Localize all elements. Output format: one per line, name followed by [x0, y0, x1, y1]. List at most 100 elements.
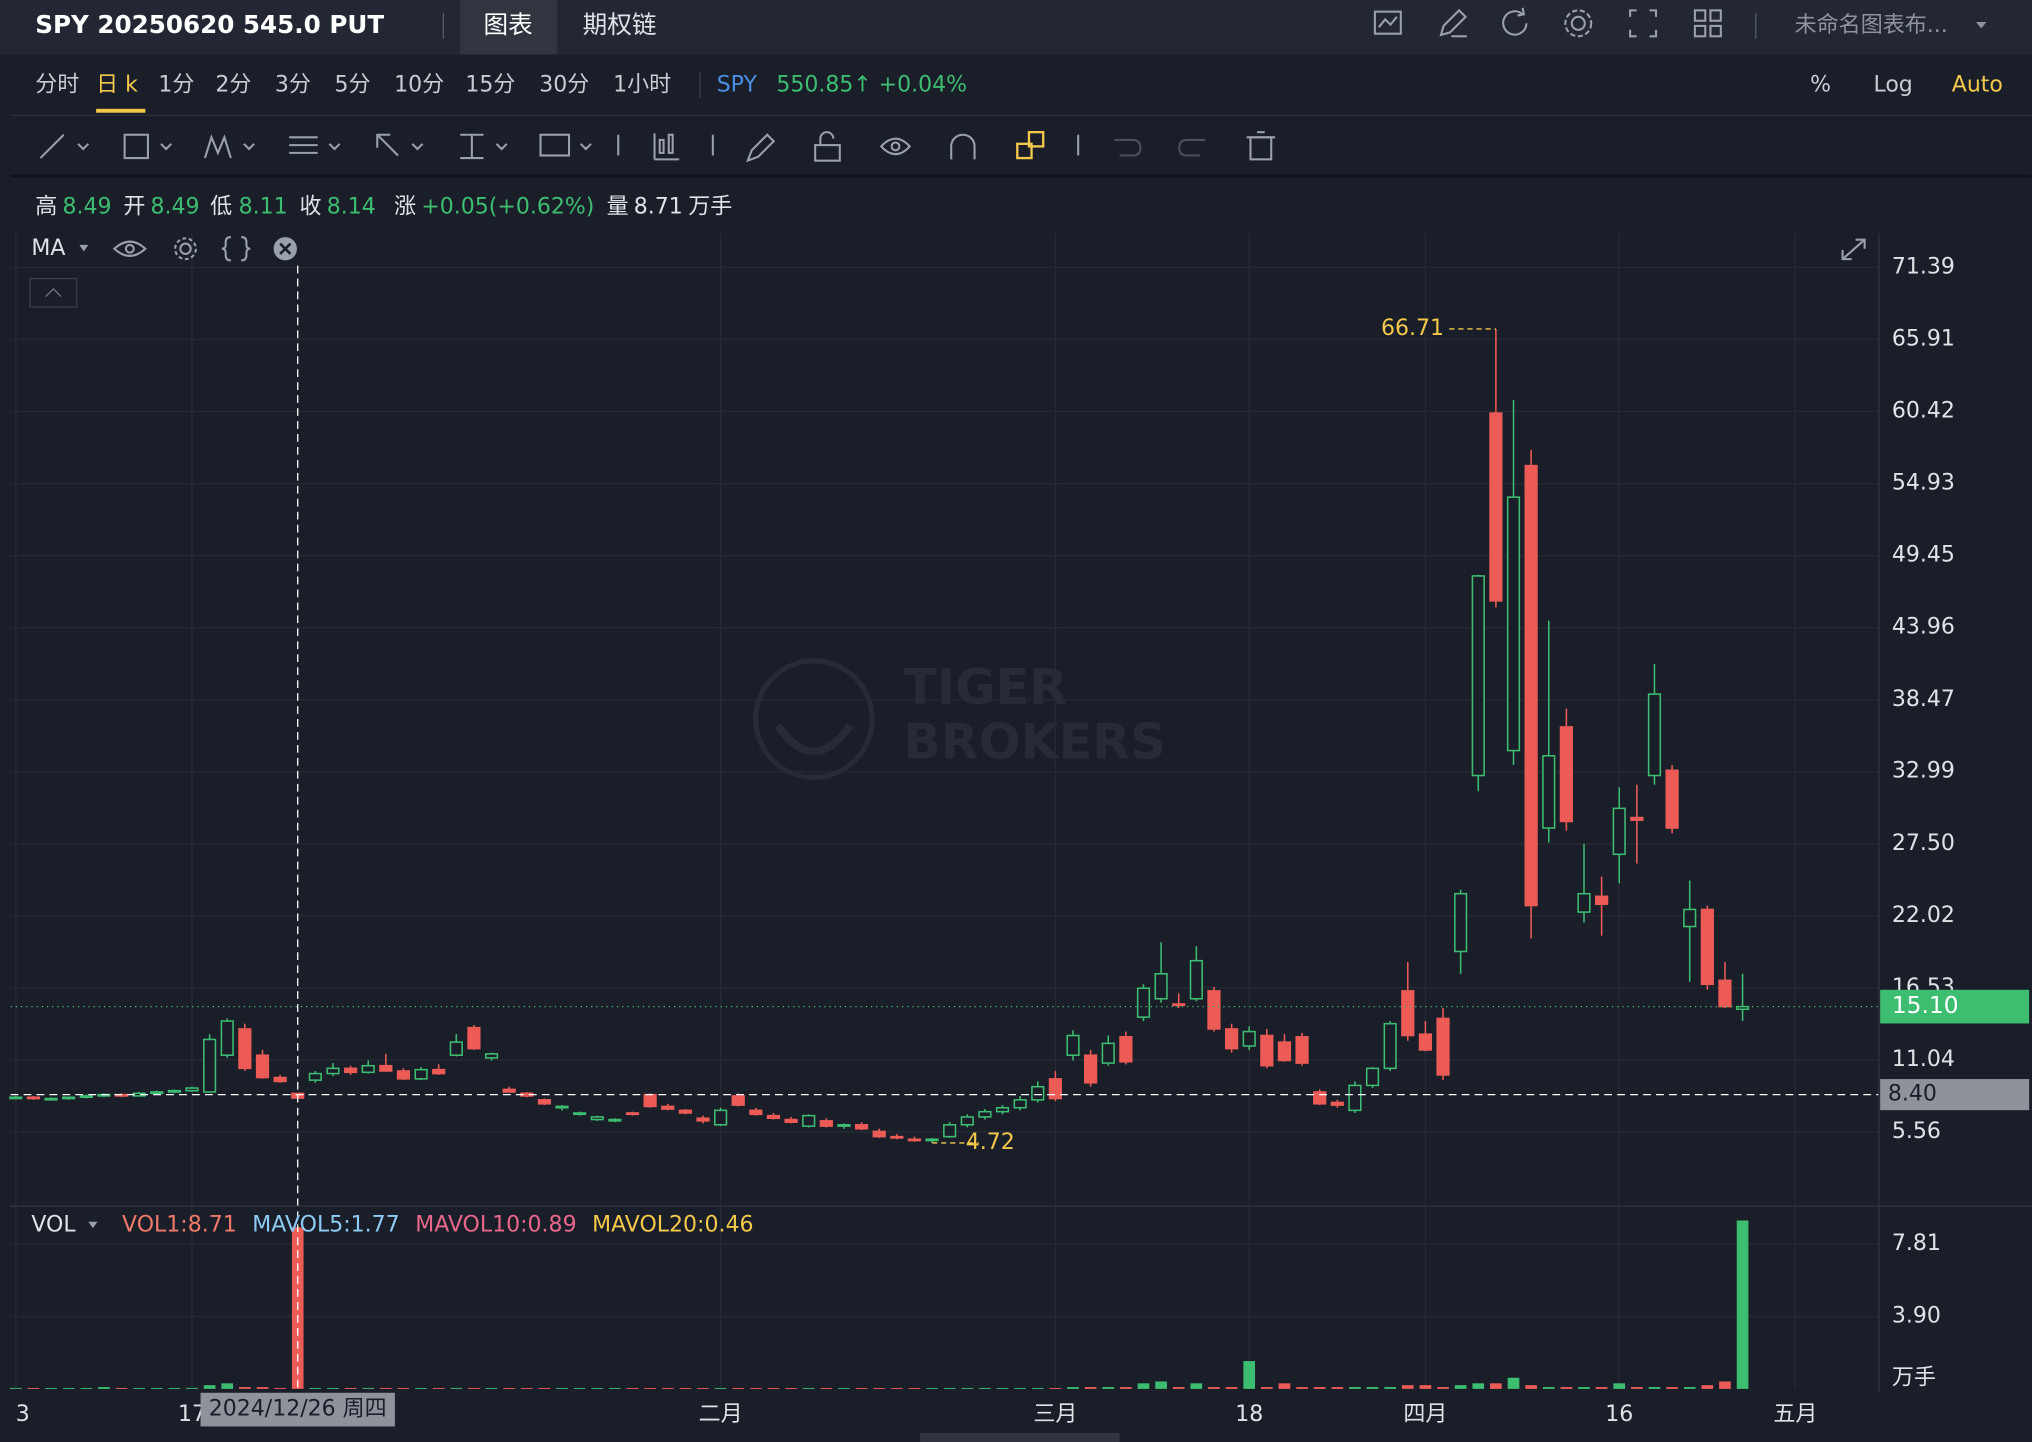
candle-body — [1013, 1099, 1027, 1109]
candle-body — [819, 1120, 833, 1127]
candle-body — [1172, 1003, 1186, 1007]
volume-bar — [415, 1387, 427, 1389]
interval-button[interactable]: 分时 — [35, 73, 79, 98]
volume-bar — [1120, 1387, 1132, 1389]
header-icons[interactable] — [1373, 7, 1722, 38]
candle-body — [573, 1112, 587, 1116]
interval-button[interactable]: 30分 — [539, 73, 589, 98]
volume-bar — [1613, 1383, 1626, 1389]
scale-button[interactable]: Auto — [1952, 73, 2003, 98]
scrollbar[interactable] — [920, 1432, 1120, 1442]
volume-bar — [1172, 1387, 1185, 1389]
candle-body — [731, 1095, 745, 1106]
dropdown-caret[interactable] — [1976, 22, 1987, 29]
volume-bar — [573, 1387, 586, 1389]
volume-bar — [520, 1387, 533, 1389]
volume-bar — [644, 1387, 656, 1389]
volume-legend-item: MAVOL5:1.77 — [252, 1213, 399, 1238]
candle-body — [1612, 807, 1626, 856]
volume-bar — [274, 1387, 286, 1389]
volume-bar — [1366, 1387, 1379, 1389]
scale-button[interactable]: % — [1810, 73, 1831, 98]
volume-bar — [27, 1387, 40, 1389]
quote-price: 550.85↑ — [776, 73, 871, 98]
dropdown-caret[interactable] — [79, 244, 89, 252]
candle-body — [273, 1076, 287, 1083]
candle-body — [960, 1116, 974, 1126]
candle-body — [1401, 990, 1415, 1037]
candle-body — [1348, 1084, 1362, 1112]
info-change-label: 涨 — [394, 194, 416, 219]
candle-body — [150, 1091, 164, 1095]
volume-bar — [1454, 1385, 1467, 1389]
volume-bar — [1014, 1387, 1026, 1389]
candle-body — [1277, 1041, 1292, 1062]
volume-bar — [221, 1383, 234, 1389]
volume-bar — [1701, 1385, 1714, 1389]
volume-bar — [1243, 1361, 1256, 1389]
volume-title[interactable]: VOL — [31, 1213, 76, 1238]
candle-body — [995, 1106, 1010, 1113]
y-tick-label: 38.47 — [1892, 687, 1955, 712]
volume-legend-item: VOL1:8.71 — [122, 1213, 237, 1238]
volume-bar — [98, 1387, 110, 1389]
candle-body — [1260, 1034, 1274, 1067]
candle-body — [1524, 464, 1538, 907]
active-underline — [96, 108, 146, 113]
candle-body — [1542, 755, 1556, 829]
candle-body — [749, 1109, 763, 1116]
candle-body — [837, 1124, 851, 1127]
tab[interactable]: 期权链 — [583, 10, 657, 39]
x-tick-label: 18 — [1235, 1402, 1263, 1427]
dropdown-caret[interactable] — [88, 1221, 98, 1229]
indicator-controls[interactable] — [112, 236, 251, 262]
candle-body — [62, 1096, 76, 1100]
volume-bar — [1648, 1387, 1661, 1389]
interval-button[interactable]: 5分 — [335, 73, 371, 98]
volume-bar — [1719, 1381, 1731, 1389]
crosshair-price-label: 8.40 — [1888, 1082, 1937, 1107]
candle-body — [1665, 769, 1679, 829]
interval-button[interactable]: 1分 — [158, 73, 194, 98]
candle-body — [854, 1124, 869, 1130]
candle-body — [1330, 1101, 1344, 1106]
collapse-button[interactable] — [29, 277, 78, 308]
volume-bar — [1137, 1383, 1150, 1389]
y-tick-label: 71.39 — [1892, 254, 1955, 279]
candle-body — [326, 1067, 340, 1075]
volume-bar — [432, 1387, 445, 1389]
candle-body — [1630, 816, 1644, 821]
quote-symbol: SPY — [717, 73, 758, 98]
interval-button[interactable]: 10分 — [394, 73, 444, 98]
volume-bar — [362, 1387, 375, 1389]
info-low-label: 低 — [210, 194, 232, 219]
volume-bar — [239, 1387, 251, 1389]
volume-bar — [1419, 1385, 1432, 1389]
layout-name[interactable]: 未命名图表布... — [1795, 13, 1948, 38]
x-tick-label: 16 — [1605, 1402, 1633, 1427]
interval-button[interactable]: 日 k — [96, 73, 138, 98]
volume-bar — [45, 1387, 57, 1389]
indicator-name[interactable]: MA — [31, 236, 65, 261]
volume-bar — [1736, 1220, 1749, 1389]
info-change: +0.05(+0.62%) — [421, 194, 594, 219]
drawing-toolbar[interactable] — [39, 131, 1276, 163]
volume-bar — [855, 1387, 868, 1389]
scale-button[interactable]: Log — [1873, 73, 1912, 98]
y-tick-label: 22.02 — [1892, 903, 1955, 928]
volume-bar — [115, 1387, 128, 1389]
candle-body — [1383, 1022, 1397, 1070]
interval-button[interactable]: 15分 — [465, 73, 515, 98]
link-tool-active[interactable] — [1016, 130, 1045, 160]
expand-button[interactable] — [1841, 238, 1866, 261]
interval-button[interactable]: 1小时 — [613, 73, 671, 98]
header-bar — [0, 0, 2032, 55]
volume-bar — [1490, 1383, 1502, 1389]
tab[interactable]: 图表 — [484, 10, 533, 39]
volume-legend-item: MAVOL10:0.89 — [415, 1213, 576, 1238]
interval-button[interactable]: 3分 — [275, 73, 311, 98]
interval-button[interactable]: 2分 — [215, 73, 251, 98]
